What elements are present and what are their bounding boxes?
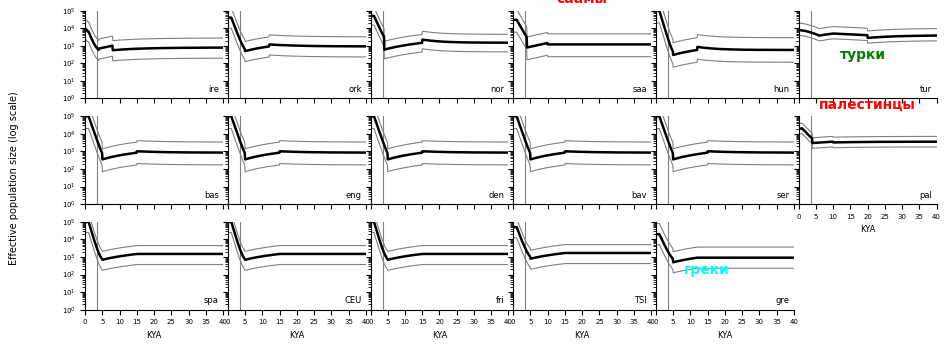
Text: ser: ser [777, 191, 790, 200]
X-axis label: KYA: KYA [289, 331, 305, 340]
Text: nor: nor [490, 85, 504, 94]
Text: ire: ire [208, 85, 219, 94]
X-axis label: KYA: KYA [717, 331, 732, 340]
Text: CEU: CEU [344, 296, 361, 305]
Text: TSI: TSI [634, 296, 647, 305]
Text: saa: saa [632, 85, 647, 94]
Text: ork: ork [348, 85, 361, 94]
Text: pal: pal [920, 191, 933, 200]
X-axis label: KYA: KYA [574, 331, 590, 340]
Text: турки: турки [840, 48, 886, 62]
Text: Effective population size (log scale): Effective population size (log scale) [9, 91, 20, 265]
Text: gre: gre [776, 296, 790, 305]
Text: den: den [488, 191, 504, 200]
Text: палестинцы: палестинцы [819, 98, 916, 112]
X-axis label: KYA: KYA [431, 331, 447, 340]
Text: греки: греки [683, 263, 729, 277]
X-axis label: KYA: KYA [147, 331, 162, 340]
Text: bav: bav [632, 191, 647, 200]
Text: spa: spa [204, 296, 219, 305]
Text: hun: hun [774, 85, 790, 94]
Text: саамы: саамы [556, 0, 607, 6]
Text: bas: bas [204, 191, 219, 200]
X-axis label: KYA: KYA [860, 225, 875, 234]
Text: fri: fri [496, 296, 504, 305]
Text: eng: eng [345, 191, 361, 200]
Text: tur: tur [920, 85, 933, 94]
